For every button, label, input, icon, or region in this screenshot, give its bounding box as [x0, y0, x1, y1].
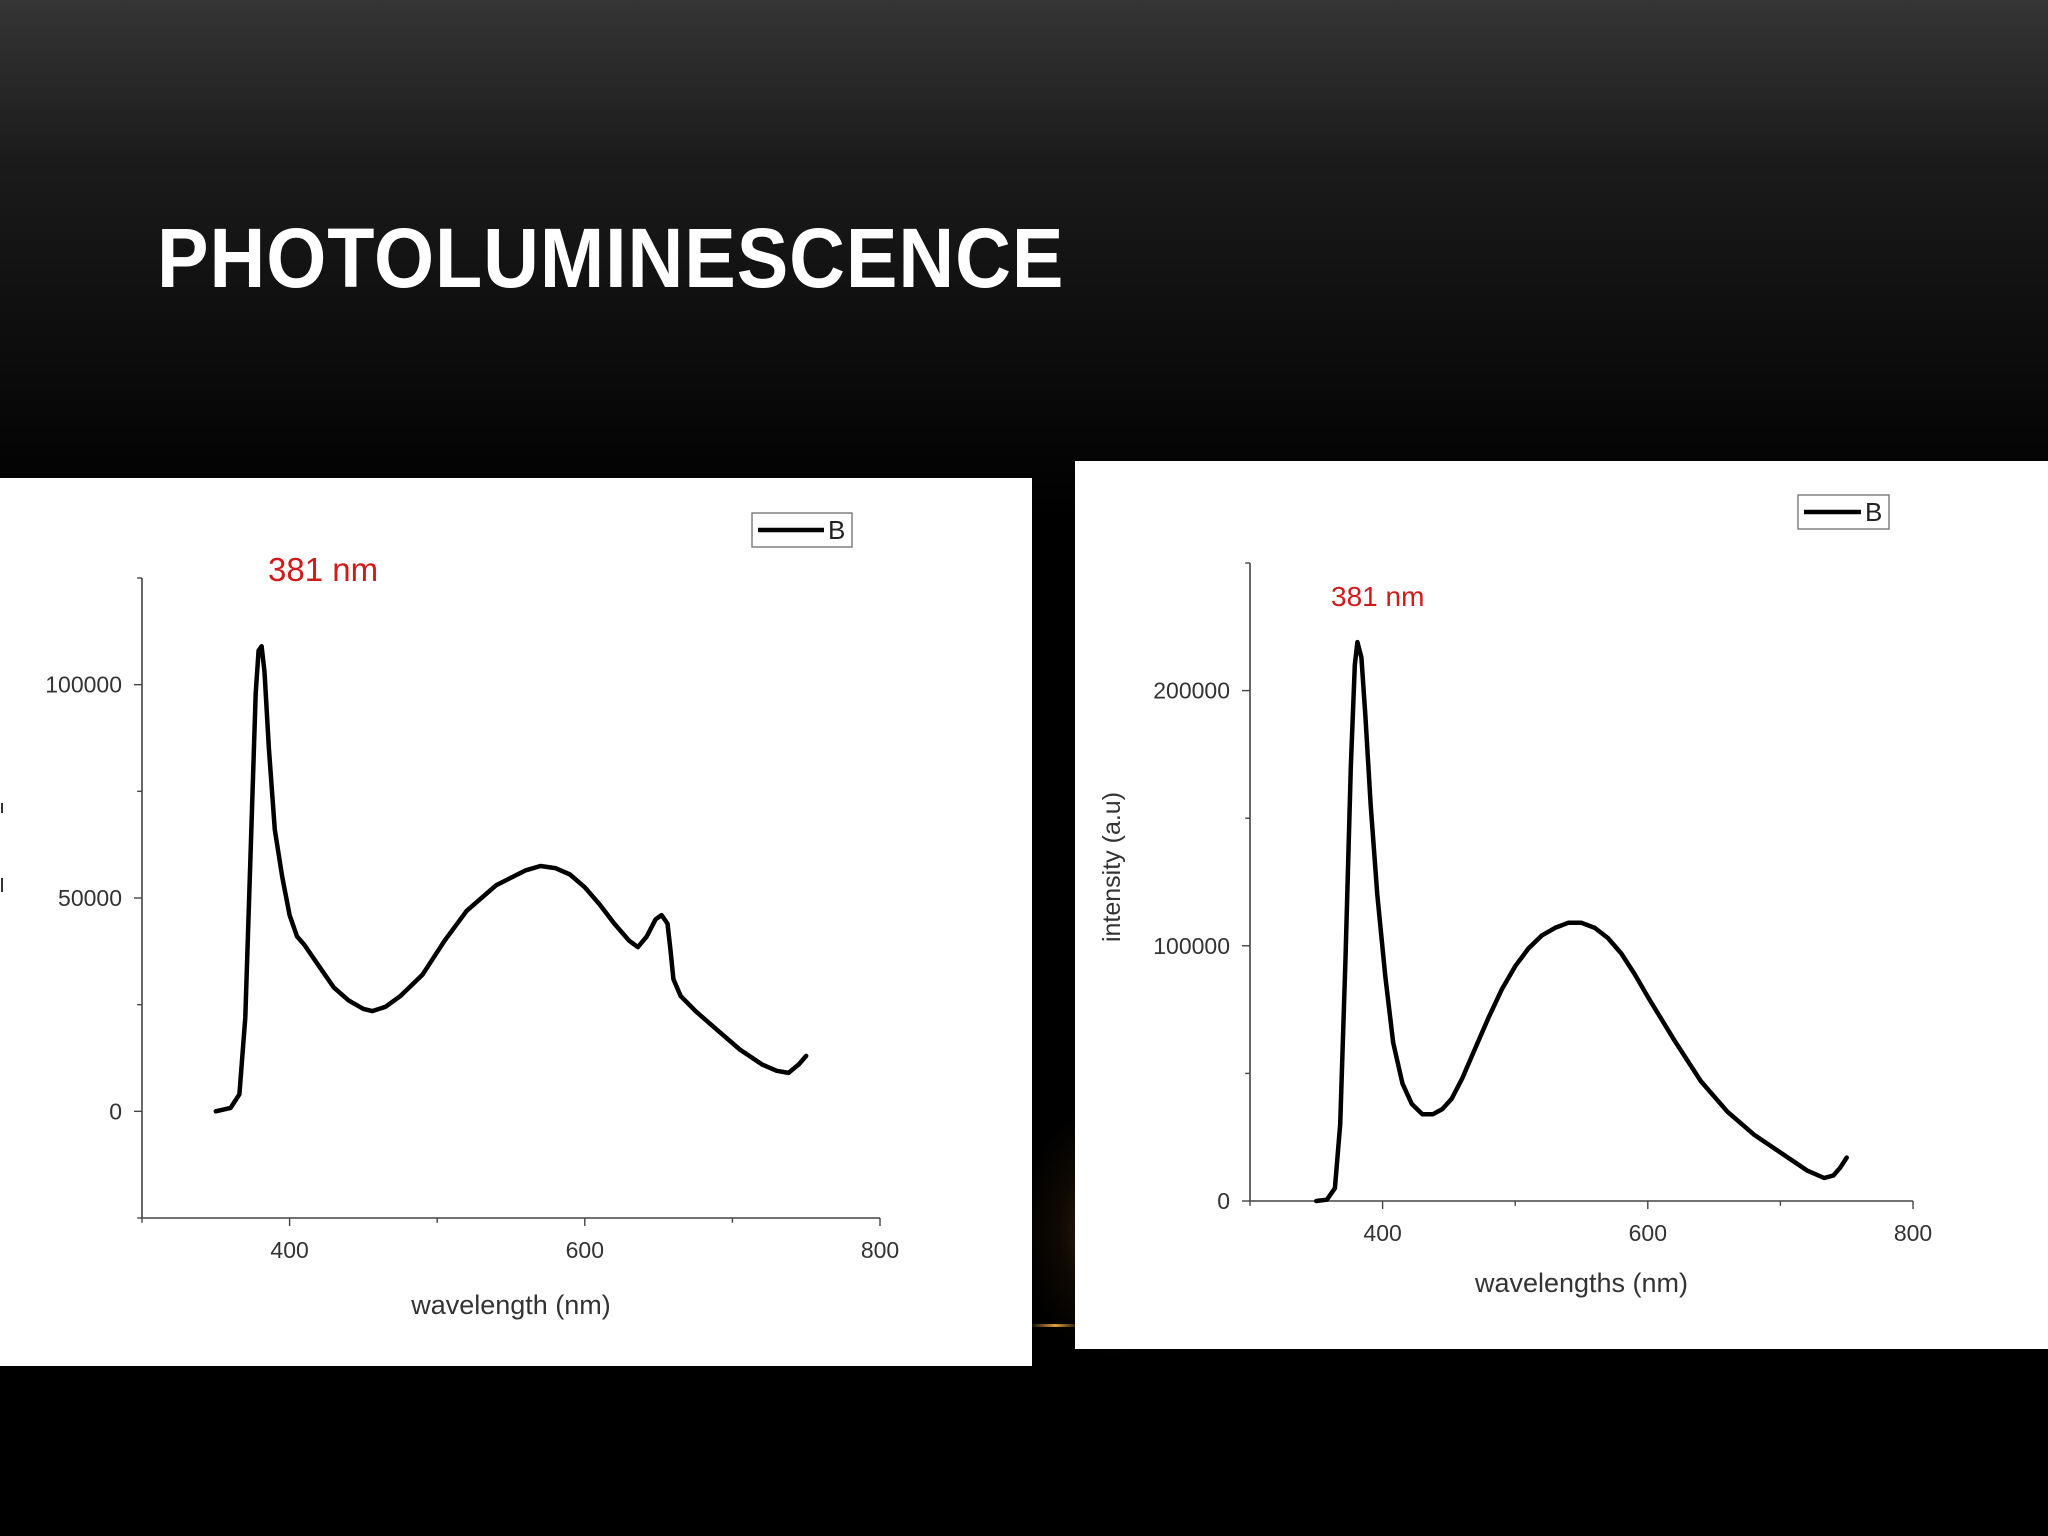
x-axis-label: wavelength (nm)	[410, 1290, 611, 1320]
x-tick-label: 800	[861, 1237, 899, 1263]
legend-entry: B	[1865, 497, 1882, 527]
y-axis-label: intensity (a.u)	[1098, 792, 1126, 942]
y-tick-label: 100000	[45, 672, 122, 698]
pl-chart-left: 400 600 800 0 50000 100000 wavelength (nm) 381 …	[1, 512, 899, 1320]
series-line-B	[1314, 639, 1849, 1204]
slide-title: PHOTOLUMINESCENCE	[157, 211, 1065, 305]
x-tick-label: 400	[270, 1237, 308, 1263]
decorative-glow-line	[1030, 1324, 1080, 1327]
x-tick-label: 600	[566, 1237, 604, 1263]
y-tick-label: 0	[109, 1098, 122, 1124]
peak-annotation: 381 nm	[1331, 581, 1424, 612]
chart-panel-left: 400 600 800 0 50000 100000 wavelength (nm) 381 …	[0, 478, 1032, 1366]
peak-annotation: 381 nm	[268, 551, 378, 588]
series-line-B	[213, 644, 809, 1114]
chart-panel-right: 400 600 800 0 100000 200000 wavelengths (nm) in…	[1075, 461, 2048, 1349]
legend-entry: B	[828, 515, 845, 545]
x-tick-label: 800	[1894, 1220, 1932, 1246]
y-tick-label: 200000	[1153, 678, 1230, 704]
x-tick-label: 400	[1363, 1220, 1401, 1246]
y-tick-label: 100000	[1153, 933, 1230, 959]
y-tick-label: 50000	[58, 885, 122, 911]
x-axis-label: wavelengths (nm)	[1474, 1268, 1688, 1298]
y-tick-label: 0	[1217, 1188, 1230, 1214]
pl-chart-right: 400 600 800 0 100000 200000 wavelengths (nm) in…	[1098, 494, 1932, 1298]
x-tick-label: 600	[1629, 1220, 1667, 1246]
